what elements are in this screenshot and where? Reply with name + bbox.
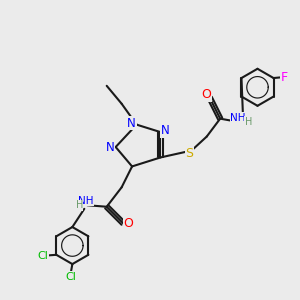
Text: S: S xyxy=(185,147,194,160)
Text: N: N xyxy=(106,140,115,154)
Text: N: N xyxy=(127,117,136,130)
Text: H: H xyxy=(76,200,83,210)
Text: N: N xyxy=(161,124,170,137)
Text: O: O xyxy=(201,88,211,101)
Text: NH: NH xyxy=(78,196,94,206)
Text: Cl: Cl xyxy=(65,272,76,282)
Text: O: O xyxy=(123,217,133,230)
Text: NH: NH xyxy=(230,113,246,123)
Text: H: H xyxy=(245,117,252,127)
Text: F: F xyxy=(280,70,287,84)
Text: Cl: Cl xyxy=(38,251,48,261)
